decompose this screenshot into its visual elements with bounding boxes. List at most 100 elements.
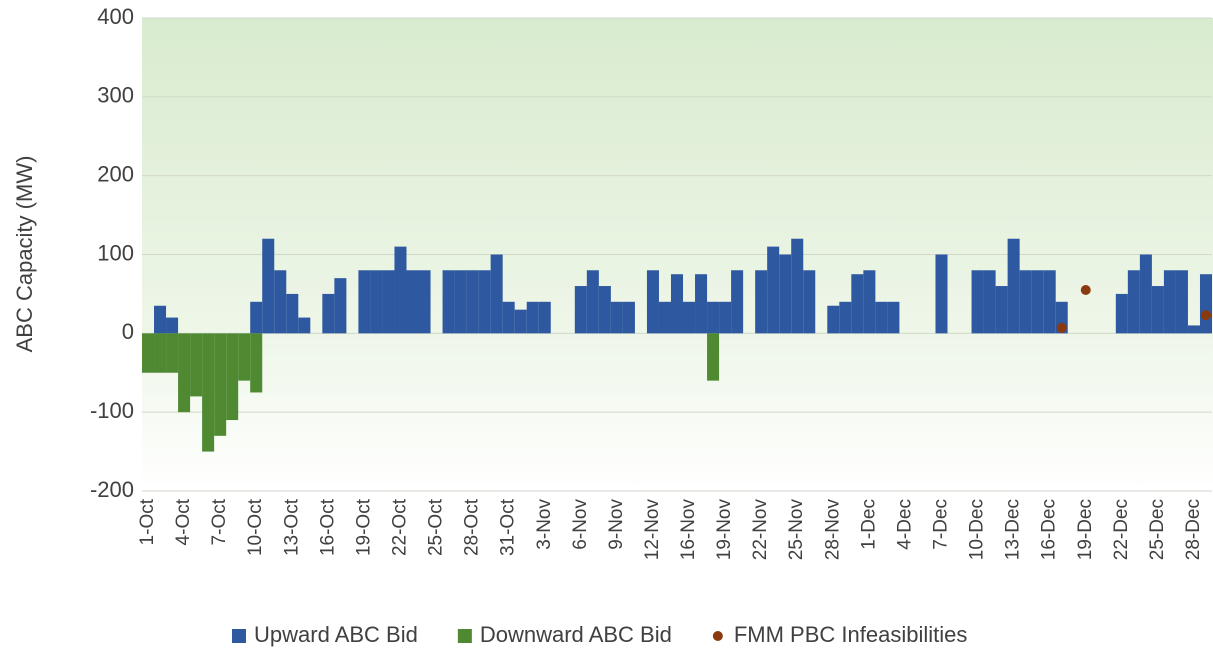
y-axis-title: ABC Capacity (MW) — [12, 156, 37, 353]
y-tick-label: 200 — [97, 161, 134, 186]
bar — [731, 270, 744, 334]
x-tick-label: 19-Oct — [353, 498, 374, 556]
x-tick-label: 28-Dec — [1183, 499, 1204, 560]
bar — [683, 301, 696, 334]
bar — [274, 270, 287, 334]
bar — [707, 333, 720, 381]
bar — [1127, 270, 1140, 334]
bar — [190, 333, 203, 397]
bar — [514, 309, 527, 334]
y-tick-label: 100 — [97, 240, 134, 265]
y-tick-label: 300 — [97, 83, 134, 108]
bar — [863, 270, 876, 334]
bar — [394, 246, 407, 334]
bar — [322, 293, 335, 334]
bar — [526, 301, 539, 334]
x-tick-label: 7-Oct — [209, 498, 230, 545]
bar — [262, 238, 275, 334]
x-tick-label: 9-Nov — [606, 499, 627, 550]
bar — [707, 301, 720, 334]
x-tick-label: 3-Nov — [534, 499, 555, 550]
x-tick-label: 12-Nov — [642, 499, 663, 561]
x-tick-label: 6-Nov — [570, 499, 591, 550]
bar — [214, 333, 227, 436]
bar — [995, 286, 1008, 334]
x-tick-label: 16-Nov — [678, 499, 699, 561]
bar — [1043, 270, 1056, 334]
bar — [622, 301, 635, 334]
legend-marker — [232, 629, 246, 643]
bar — [490, 254, 503, 334]
x-tick-label: 13-Dec — [1003, 499, 1024, 560]
bar — [1115, 293, 1128, 334]
bar — [334, 278, 347, 334]
y-tick-label: 400 — [97, 4, 134, 29]
bar — [166, 333, 179, 373]
bar — [502, 301, 515, 334]
bar — [1019, 270, 1032, 334]
x-tick-label: 19-Dec — [1075, 499, 1096, 560]
bar — [286, 293, 299, 334]
bar — [154, 305, 167, 334]
x-tick-label: 22-Dec — [1111, 499, 1132, 560]
x-tick-label: 25-Nov — [786, 499, 807, 561]
bar — [1031, 270, 1044, 334]
bar — [1139, 254, 1152, 334]
bar — [839, 301, 852, 334]
bar — [1199, 274, 1212, 334]
bar — [574, 286, 587, 334]
legend-marker — [457, 629, 472, 643]
bar — [670, 274, 684, 334]
x-tick-label: 22-Oct — [389, 498, 410, 556]
bar — [658, 301, 671, 334]
x-tick-label: 7-Dec — [931, 499, 952, 550]
bar — [827, 305, 840, 334]
bar — [767, 246, 780, 334]
bar — [370, 270, 383, 334]
bar — [454, 270, 467, 334]
x-tick-label: 31-Oct — [498, 498, 519, 556]
bar — [695, 274, 708, 334]
bar — [1187, 325, 1200, 334]
x-tick-label: 28-Nov — [822, 499, 843, 561]
bar — [646, 270, 659, 334]
bar — [779, 254, 792, 334]
bar — [250, 333, 263, 393]
x-tick-label: 10-Oct — [245, 498, 266, 556]
legend-label: FMM PBC Infeasibilities — [734, 622, 968, 647]
bar — [598, 286, 611, 334]
bar — [226, 333, 239, 421]
bar — [719, 301, 732, 334]
legend-marker — [712, 631, 723, 641]
bar — [586, 270, 599, 334]
bar — [202, 333, 215, 452]
x-tick-label: 1-Dec — [858, 499, 879, 550]
bar — [983, 270, 996, 334]
y-tick-label: -100 — [90, 398, 134, 423]
x-tick-label: 28-Oct — [462, 498, 483, 556]
bar — [755, 270, 768, 334]
bar — [406, 270, 419, 334]
bar — [478, 270, 491, 334]
x-tick-label: 13-Oct — [281, 498, 302, 556]
x-tick-label: 10-Dec — [967, 499, 988, 560]
bar — [1163, 270, 1176, 334]
point — [1080, 284, 1091, 295]
bar — [166, 317, 179, 334]
bar — [875, 301, 888, 334]
x-tick-label: 25-Oct — [426, 498, 447, 556]
bar — [382, 270, 395, 334]
point — [1200, 310, 1211, 321]
bar — [250, 301, 263, 334]
x-tick-label: 25-Dec — [1147, 499, 1168, 560]
x-tick-label: 1-Oct — [137, 498, 158, 545]
bar — [1151, 286, 1164, 334]
bar — [851, 274, 864, 334]
legend-label: Upward ABC Bid — [254, 622, 418, 647]
bar — [442, 270, 455, 334]
bar — [298, 317, 311, 334]
bar — [1007, 238, 1020, 334]
point — [1056, 322, 1067, 333]
bar — [238, 333, 251, 381]
